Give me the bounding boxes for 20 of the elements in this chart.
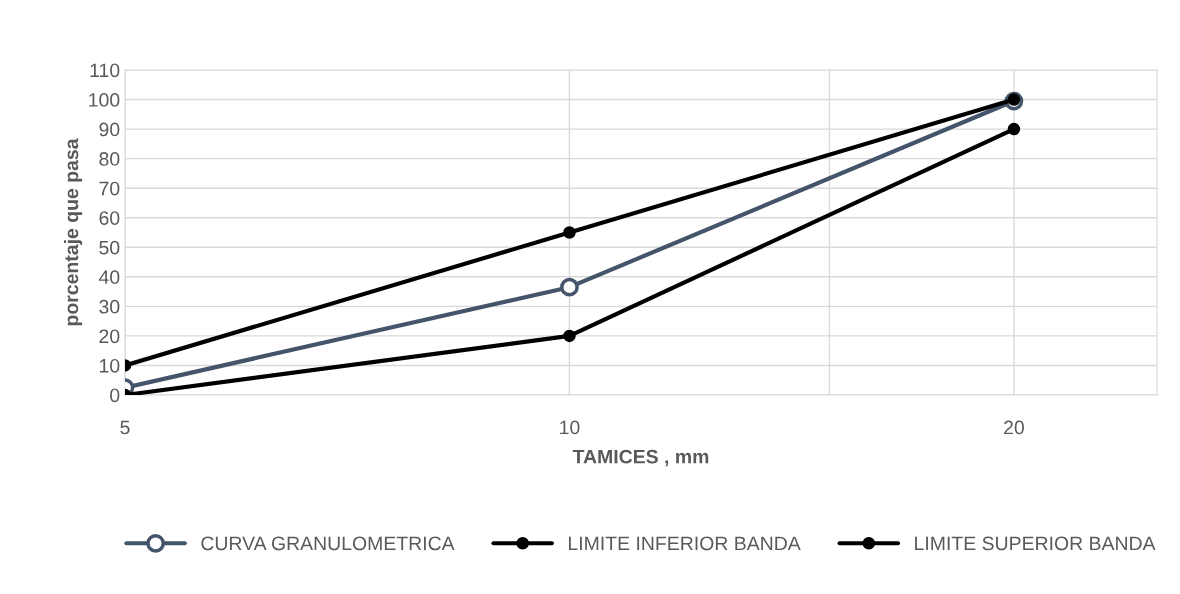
legend-label: LIMITE SUPERIOR BANDA: [915, 536, 1156, 551]
y-tick-label: 10: [100, 358, 120, 373]
legend-label: CURVA GRANULOMETRICA: [201, 536, 455, 551]
y-tick-label: 70: [99, 181, 120, 196]
x-tick-label: 5: [120, 420, 130, 435]
y-tick-label: 110: [90, 63, 120, 78]
y-tick-label: 40: [98, 270, 120, 285]
x-tick-label: 10: [560, 420, 580, 435]
legend-label: LIMITE INFERIOR BANDA: [568, 536, 801, 551]
y-tick-label: 50: [99, 240, 120, 255]
y-tick-label: 90: [99, 122, 120, 137]
y-tick-label: 0: [110, 388, 120, 403]
y-tick-label: 80: [99, 152, 120, 166]
y-axis-title: porcentaje que pasa: [64, 138, 83, 326]
y-tick-label: 60: [99, 211, 120, 225]
y-tick-label: 20: [99, 329, 120, 344]
x-axis-title: TAMICES , mm: [572, 449, 709, 467]
x-tick-label: 20: [1004, 420, 1024, 435]
y-tick-label: 30: [99, 299, 120, 314]
y-tick-label: 100: [89, 93, 120, 107]
